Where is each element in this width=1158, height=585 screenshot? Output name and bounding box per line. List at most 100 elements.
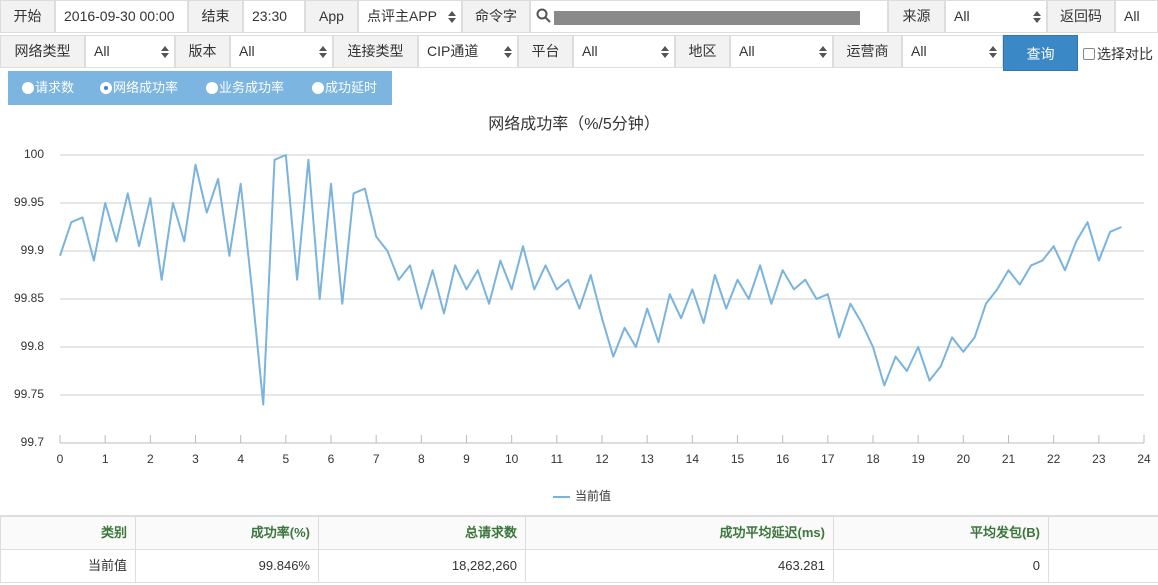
arrow-down [161,53,169,58]
search-icon [536,8,551,23]
arrow-down [319,53,327,58]
filter-label: 运营商 [833,35,902,68]
tab-radio[interactable] [22,82,34,94]
filter-label: 网络类型 [0,35,85,68]
handle [544,16,551,23]
filter-label: 命令字 [462,0,530,33]
filter-label: 结束 [188,0,243,33]
lens [536,8,548,20]
arrow-down [504,53,512,58]
x-tick-label: 18 [866,452,880,466]
x-tick-label: 7 [373,452,380,466]
arrow-up [1033,11,1041,16]
x-tick-label: 6 [328,452,335,466]
select-arrows [161,46,169,58]
tab[interactable]: 成功延时 [325,80,378,95]
x-tick-label: 3 [192,452,199,466]
query-button[interactable]: 查询 [1003,35,1078,71]
tab[interactable]: 业务成功率 [219,80,285,95]
arrow-down [1033,18,1041,23]
arrow-down [989,53,997,58]
x-tick-label: 13 [640,452,654,466]
filter-label: 地区 [675,35,730,68]
table-cell: 99.846% [135,549,319,583]
select-arrows [661,46,669,58]
arrow-up [448,11,456,16]
filter-select[interactable]: CIP通道 [418,35,518,68]
table-cell: 当前值 [0,549,136,583]
y-tick-label: 99.75 [14,387,44,401]
filter-label: 平台 [518,35,573,68]
table-header: 总请求数 [318,516,526,550]
table-cell: 18,282,260 [318,549,526,583]
tab-radio[interactable] [206,82,218,94]
filter-label: 来源 [888,0,945,33]
x-tick-label: 0 [57,452,64,466]
x-tick-label: 19 [911,452,925,466]
tab-bar [8,71,392,105]
redacted-text [554,11,860,25]
x-tick-label: 14 [686,452,700,466]
table-header: 平均发包(B) [833,516,1049,550]
x-tick-label: 10 [505,452,519,466]
table-header: 成功率(%) [135,516,319,550]
filter-select[interactable]: All [945,0,1047,33]
x-tick-label: 5 [282,452,289,466]
select-arrows [819,46,827,58]
tab-radio[interactable] [312,82,324,94]
x-tick-label: 16 [776,452,790,466]
filter-label: 连接类型 [333,35,418,68]
arrow-up [819,46,827,51]
x-tick-label: 20 [957,452,971,466]
filter-select[interactable]: All [573,35,675,68]
x-tick-label: 22 [1047,452,1061,466]
filter-select[interactable]: All [230,35,333,68]
filter-label: 返回码 [1047,0,1115,33]
chart: 网络成功率（%/5分钟） 99.7 99.75 99.8 99.85 99.9 99.95… [14,114,1151,503]
arrow-up [661,46,669,51]
select-arrows [1033,11,1041,23]
filter-select[interactable]: All [902,35,1003,68]
x-tick-label: 17 [821,452,835,466]
table-header: 成功平均延迟(ms) [525,516,834,550]
arrow-up [989,46,997,51]
x-tick-label: 8 [418,452,425,466]
table-cell: 0 [833,549,1049,583]
arrow-up [161,46,169,51]
tab-active[interactable]: 网络成功率 [113,80,179,95]
table-top-border [0,515,1158,516]
filter-select[interactable]: All [85,35,175,68]
select-arrows [504,46,512,58]
table-header [1048,516,1158,550]
arrow-down [448,18,456,23]
x-tick-label: 4 [237,452,244,466]
filter-input[interactable]: 23:30 [243,0,305,33]
x-tick-label: 2 [147,452,154,466]
select-arrows [319,46,327,58]
tab-radio-dot [104,86,108,90]
y-tick-label: 99.8 [21,339,45,353]
x-tick-label: 11 [551,452,564,466]
compare-label: 选择对比 [1097,46,1153,62]
x-tick-label: 9 [463,452,470,466]
compare-checkbox[interactable] [1083,48,1095,60]
table-cell: 463.281 [525,549,834,583]
arrow-up [319,46,327,51]
filter-input[interactable]: 2016-09-30 00:00 [55,0,188,33]
x-tick-label: 15 [731,452,745,466]
arrow-down [661,53,669,58]
table-cell [1048,549,1158,583]
select-arrows [448,11,456,23]
y-tick-label: 100 [24,147,44,161]
filter-label: 开始 [0,0,55,33]
x-tick-label: 24 [1137,452,1151,466]
filter-select[interactable]: 点评主APP [358,0,462,33]
legend-label: 当前值 [575,488,611,503]
filter-label: 版本 [175,35,230,68]
series-line [59,154,1122,406]
filter-select[interactable]: All [730,35,833,68]
tab[interactable]: 请求数 [35,80,75,95]
x-tick-label: 12 [595,452,609,466]
filter-input[interactable]: All [1115,0,1158,33]
